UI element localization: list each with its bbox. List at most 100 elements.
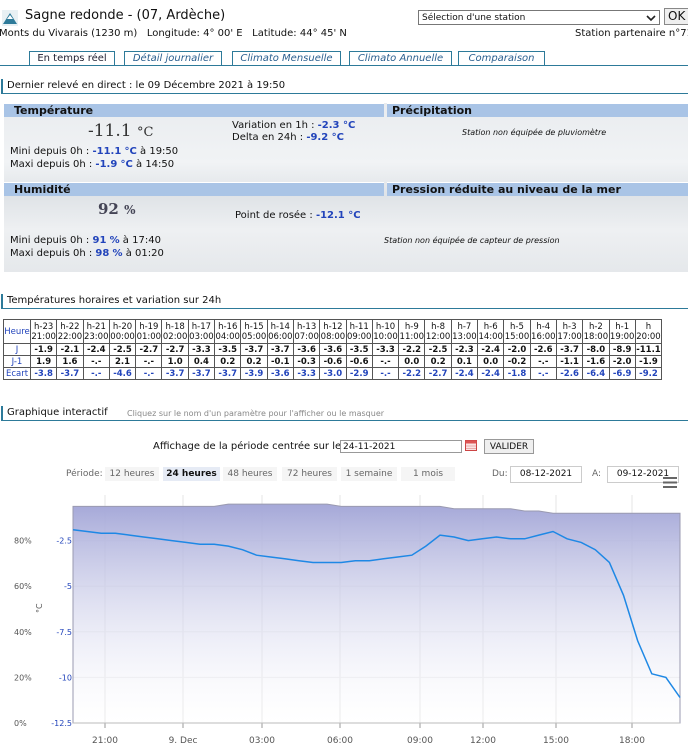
table-cell: -11.1 — [634, 343, 663, 356]
table-cell: -0.6 — [345, 355, 373, 368]
from-date-input[interactable]: 08-12-2021 — [510, 466, 582, 483]
ok-button[interactable]: OK — [664, 8, 688, 25]
tabs-underline — [0, 65, 688, 66]
hour-header-cell: h-10 10:00 — [371, 319, 400, 344]
period-1month-button[interactable]: 1 mois — [401, 467, 455, 481]
hour-header-cell: h-12 08:00 — [319, 319, 347, 344]
y-right-tick-label: -12.5 — [51, 719, 72, 728]
station-select-label: Sélection d'une station — [422, 12, 526, 23]
table-cell: -2.4 — [82, 343, 110, 356]
period-48h-button[interactable]: 48 heures — [223, 467, 277, 481]
period-72h-button[interactable]: 72 heures — [282, 467, 337, 481]
hour-header-cell: h-9 11:00 — [398, 319, 426, 344]
table-cell: -3.5 — [214, 343, 242, 356]
table-cell: -1.9 — [29, 343, 58, 356]
tab-realtime[interactable]: En temps réel — [29, 51, 115, 66]
table-cell: -9.2 — [634, 367, 663, 380]
station-title: Sagne redonde - (07, Ardèche) — [25, 8, 226, 23]
table-cell: 0.4 — [187, 355, 216, 368]
chart-section-title: Graphique interactif — [7, 407, 108, 418]
chart-hint: Cliquez sur le nom d'un paramètre pour l… — [127, 409, 385, 418]
station-select[interactable]: Sélection d'une station — [418, 10, 660, 25]
hour-header-cell: h-13 07:00 — [292, 319, 321, 344]
tab-daily-detail[interactable]: Détail journalier — [124, 51, 222, 66]
table-cell: -3.3 — [187, 343, 216, 356]
table-cell: -.- — [371, 355, 400, 368]
temperature-value: -11.1 °C — [88, 121, 154, 141]
x-tick-label: 15:00 — [543, 736, 569, 746]
table-row: Heure h-23 21:00 h-22 22:00 h-21 23:00 h-20 00:0… — [3, 319, 663, 344]
tab-monthly-climate[interactable]: Climato Mensuelle — [232, 51, 341, 66]
table-cell: -3.9 — [240, 367, 268, 380]
table-cell: -1.8 — [503, 367, 531, 380]
table-cell: 1.9 — [29, 355, 58, 368]
table-cell: -1.6 — [582, 355, 610, 368]
precipitation-header: Précipitation — [387, 103, 688, 117]
y-left-tick-label: 80% — [14, 537, 32, 546]
y-left-tick-label: 60% — [14, 582, 32, 591]
y-right-tick-label: -5 — [64, 582, 72, 591]
table-cell: -3.6 — [292, 343, 321, 356]
table-cell: -2.7 — [424, 367, 452, 380]
x-tick-label: 21:00 — [92, 736, 118, 746]
table-cell: -2.4 — [477, 367, 505, 380]
calendar-icon[interactable] — [465, 440, 477, 451]
chart-menu-icon[interactable] — [663, 477, 677, 488]
x-tick-label: 03:00 — [249, 736, 275, 746]
variation-1h: Variation en 1h : -2.3 °C — [232, 120, 356, 131]
y-left-tick-label: 20% — [14, 673, 32, 682]
y-right-tick-label: -2.5 — [56, 537, 72, 546]
table-cell: 1.6 — [56, 355, 84, 368]
hour-header-cell: h-4 16:00 — [529, 319, 557, 344]
period-1week-button[interactable]: 1 semaine — [341, 467, 397, 481]
table-cell: -2.1 — [56, 343, 84, 356]
table-cell: -3.7 — [266, 343, 294, 356]
a-label: A: — [592, 469, 602, 479]
period-date-input[interactable]: 24-11-2021 — [340, 440, 462, 453]
y-left-tick-label: 0% — [14, 719, 27, 728]
x-tick-label: 18:00 — [619, 736, 645, 746]
table-cell: 0.1 — [450, 355, 479, 368]
table-cell: -2.7 — [135, 343, 163, 356]
x-tick-label: 12:00 — [470, 736, 496, 746]
hour-header-cell: h-3 17:00 — [555, 319, 584, 344]
table-cell: -.- — [135, 355, 163, 368]
tab-comparison[interactable]: Comparaison — [458, 51, 545, 66]
table-cell: 1.0 — [161, 355, 189, 368]
table-cell: -3.7 — [555, 343, 584, 356]
table-cell: -3.3 — [371, 343, 400, 356]
chevron-down-icon — [646, 14, 656, 21]
table-cell: -2.3 — [450, 343, 479, 356]
table-cell: -2.5 — [108, 343, 137, 356]
validate-button[interactable]: VALIDER — [484, 439, 534, 454]
hour-header-cell: h-19 01:00 — [135, 319, 163, 344]
hourly-section-title: Températures horaires et variation sur 2… — [7, 295, 222, 306]
humidity-min: Mini depuis 0h : 91 % à 17:40 — [10, 235, 161, 246]
table-cell: -2.2 — [398, 367, 426, 380]
table-cell: 0.0 — [398, 355, 426, 368]
tab-annual-climate[interactable]: Climato Annuelle — [349, 51, 452, 66]
row-label-j1: J-1 — [3, 355, 31, 368]
table-cell: -2.0 — [503, 343, 531, 356]
hour-header-cell: h-8 12:00 — [424, 319, 452, 344]
to-date-input[interactable]: 09-12-2021 — [607, 466, 679, 483]
live-section-title: Dernier relevé en direct : le 09 Décembr… — [7, 80, 286, 91]
table-cell: -3.7 — [187, 367, 216, 380]
table-cell: -2.6 — [529, 343, 557, 356]
section-marker — [1, 294, 3, 308]
period-label: Affichage de la période centrée sur le — [153, 441, 342, 452]
humidity-max: Maxi depuis 0h : 98 % à 01:20 — [10, 248, 164, 259]
hour-header-cell: h-16 04:00 — [214, 319, 242, 344]
temperature-max: Maxi depuis 0h : -1.9 °C à 14:50 — [10, 159, 175, 170]
period-12h-button[interactable]: 12 heures — [105, 467, 159, 481]
row-label-j: J — [3, 343, 31, 356]
hour-header-cell: h-23 21:00 — [29, 319, 58, 344]
table-cell: -2.9 — [345, 367, 373, 380]
table-cell: -2.2 — [398, 343, 426, 356]
delta-24h: Delta en 24h : -9.2 °C — [232, 132, 345, 143]
row-label-heure: Heure — [3, 319, 31, 344]
period-24h-button[interactable]: 24 heures — [163, 467, 220, 481]
table-cell: -2.4 — [450, 367, 479, 380]
table-row: Ecart -3.8 -3.7 -.- -4.6 -.- -3.7 -3.7 -3.7 -3.9-… — [3, 367, 663, 380]
section-divider — [1, 420, 688, 421]
